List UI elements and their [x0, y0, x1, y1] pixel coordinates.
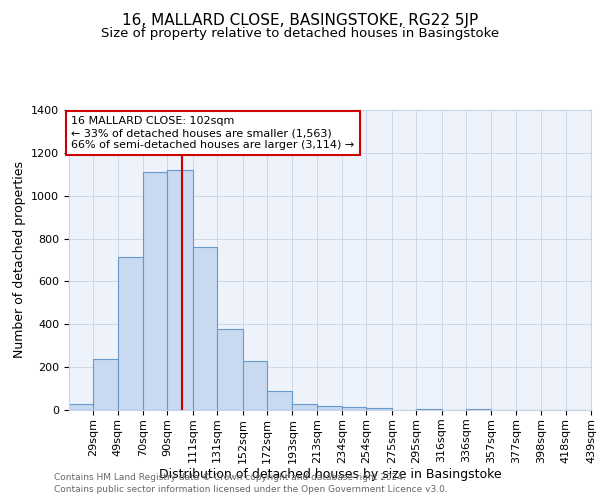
- Text: 16 MALLARD CLOSE: 102sqm
← 33% of detached houses are smaller (1,563)
66% of sem: 16 MALLARD CLOSE: 102sqm ← 33% of detach…: [71, 116, 355, 150]
- Bar: [292, 404, 317, 410]
- Bar: [367, 408, 392, 410]
- Bar: [167, 170, 193, 410]
- Bar: [466, 409, 491, 410]
- Text: 16, MALLARD CLOSE, BASINGSTOKE, RG22 5JP: 16, MALLARD CLOSE, BASINGSTOKE, RG22 5JP: [122, 12, 478, 28]
- X-axis label: Distribution of detached houses by size in Basingstoke: Distribution of detached houses by size …: [158, 468, 502, 481]
- Bar: [342, 407, 367, 410]
- Bar: [69, 404, 93, 410]
- Bar: [193, 247, 217, 410]
- Text: Size of property relative to detached houses in Basingstoke: Size of property relative to detached ho…: [101, 28, 499, 40]
- Text: Contains HM Land Registry data © Crown copyright and database right 2024.: Contains HM Land Registry data © Crown c…: [54, 472, 406, 482]
- Bar: [416, 409, 442, 410]
- Y-axis label: Number of detached properties: Number of detached properties: [13, 162, 26, 358]
- Bar: [118, 257, 143, 410]
- Bar: [217, 328, 242, 410]
- Bar: [93, 358, 118, 410]
- Bar: [267, 390, 292, 410]
- Text: Contains public sector information licensed under the Open Government Licence v3: Contains public sector information licen…: [54, 485, 448, 494]
- Bar: [143, 172, 167, 410]
- Bar: [242, 360, 267, 410]
- Bar: [317, 406, 342, 410]
